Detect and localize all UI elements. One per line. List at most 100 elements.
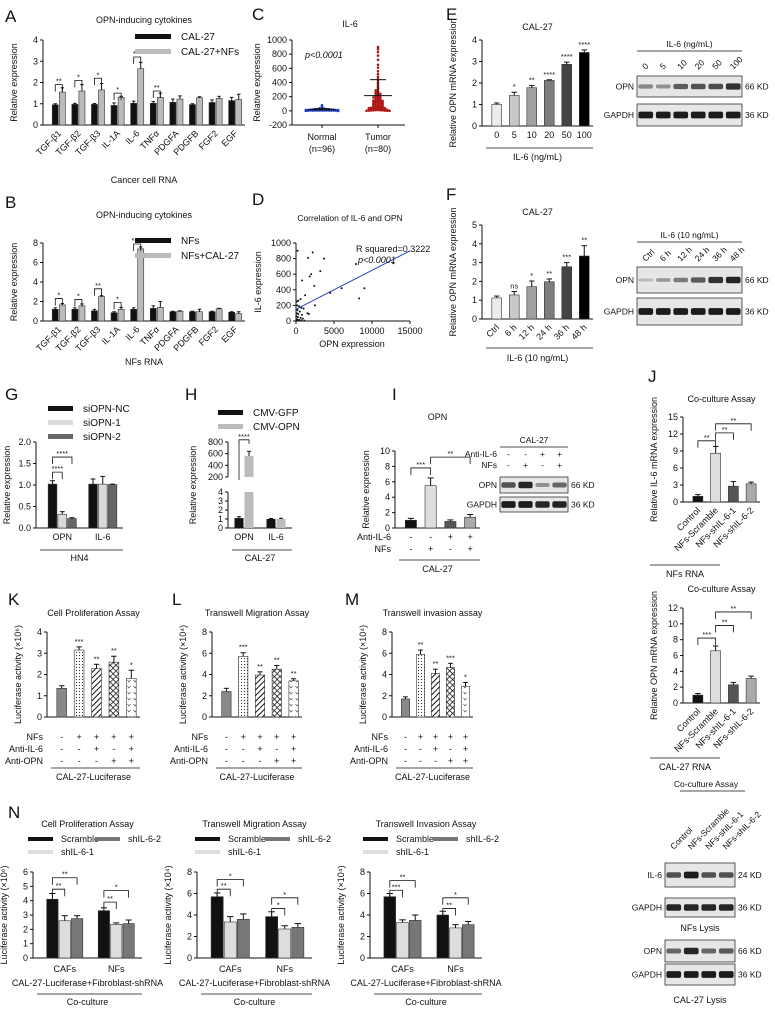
condition-label: NFs	[481, 460, 497, 470]
significance-bracket	[74, 299, 83, 307]
legend-label: siOPN-NC	[83, 404, 130, 415]
bar	[149, 103, 157, 126]
y-tick-label: 8	[673, 635, 678, 645]
significance-bracket	[113, 302, 122, 310]
x-axis-label: Cancer cell RNA	[111, 175, 178, 185]
significance-label: **	[56, 881, 62, 890]
y-axis-label: Luciferase activity (×10⁴)	[178, 625, 188, 724]
y-axis-label: Relative IL-6 mRNA expression	[649, 397, 659, 522]
data-point	[365, 109, 368, 113]
bar	[544, 281, 555, 320]
blot-membrane	[499, 496, 569, 513]
protein-band	[718, 948, 734, 954]
blot-membrane	[499, 476, 569, 494]
y-tick-label: 400	[276, 285, 291, 295]
bar	[108, 661, 120, 718]
y-tick-label: 4	[187, 910, 192, 920]
blot-membrane	[636, 266, 743, 294]
bar	[464, 516, 477, 529]
y-tick-label: 0	[187, 953, 192, 963]
panel-J1: J Co-culture Assay 0 3 6 9 12 15 Relative IL-6 m…	[648, 367, 760, 579]
molecular-weight-label: 66 KD	[738, 946, 762, 956]
legend-label: NFs+CAL-27	[181, 251, 240, 262]
condition-label: NFs	[192, 732, 209, 742]
bar	[544, 80, 555, 127]
condition-value: -	[409, 544, 412, 554]
lane-label: 48 h	[728, 244, 747, 263]
condition-value: -	[507, 460, 510, 470]
condition-value: -	[507, 449, 510, 459]
lane-label: 100	[728, 54, 745, 71]
significance-label: *	[77, 72, 80, 81]
protein-label: OPN	[616, 82, 634, 92]
significance-bracket	[216, 879, 244, 887]
bar	[461, 685, 470, 718]
significance-bracket	[389, 880, 416, 888]
data-point	[299, 316, 302, 319]
significance-label: *	[116, 294, 119, 303]
group-label: Co-culture	[234, 997, 276, 1007]
y-tick-label: 200	[276, 300, 291, 310]
y-tick-label: 3	[37, 648, 42, 658]
chart-title: Co-culture Assay	[687, 584, 756, 594]
legend-swatch	[135, 253, 171, 258]
condition-value: +	[129, 756, 134, 766]
y-tick-label: 2	[218, 505, 223, 515]
y-tick-label: 0	[202, 712, 207, 722]
legend-label: shIL-6-1	[396, 847, 429, 857]
bar	[265, 916, 279, 959]
y-tick-label: 600	[272, 63, 287, 73]
data-point	[302, 307, 305, 310]
panel-N1: N Cell Proliferation Assay 0 1 2 3 4 5 6 Lucifera…	[0, 803, 163, 1007]
significance-label: *	[229, 872, 232, 881]
bar	[56, 688, 67, 718]
data-point	[376, 54, 380, 57]
protein-band	[673, 308, 689, 315]
y-tick-label: 1	[472, 295, 477, 305]
protein-band	[725, 83, 741, 90]
legend-label: CMV-GFP	[253, 408, 299, 419]
x-tick-label: NFs	[277, 964, 294, 974]
significance-bracket	[697, 440, 717, 448]
significance-label: ***	[239, 643, 248, 652]
bar	[117, 308, 125, 322]
protein-band	[518, 481, 533, 489]
condition-value: +	[418, 732, 423, 742]
legend-label: siOPN-1	[83, 418, 121, 429]
significance-label: *	[454, 890, 457, 899]
condition-value: +	[463, 732, 468, 742]
protein-band	[708, 111, 724, 119]
protein-band	[501, 501, 516, 508]
significance-label: **	[446, 901, 452, 910]
x-tick-label: CAFs	[54, 964, 77, 974]
condition-value: +	[448, 756, 453, 766]
legend-swatch	[195, 837, 220, 841]
condition-value: -	[60, 732, 63, 742]
panel-letter: E	[446, 5, 457, 24]
bar	[57, 513, 67, 529]
protein-label: GAPDH	[632, 970, 662, 980]
condition-value: -	[419, 756, 422, 766]
bar	[196, 311, 203, 322]
significance-bracket	[430, 456, 471, 465]
significance-bracket	[389, 889, 403, 898]
significance-label: **	[704, 433, 710, 442]
bar	[215, 98, 223, 126]
y-tick-label: 4	[382, 670, 387, 680]
molecular-weight-label: 66 KD	[571, 480, 595, 490]
y-tick-label: 4	[673, 666, 678, 676]
bar	[110, 105, 118, 126]
y-tick-label: 1000	[271, 238, 291, 248]
condition-value: +	[448, 532, 453, 542]
condition-value: +	[557, 449, 562, 459]
y-tick-label: 15	[668, 412, 678, 422]
protein-label: OPN	[616, 275, 634, 285]
protein-band	[701, 872, 717, 878]
condition-value: -	[95, 756, 98, 766]
y-tick-label: 200	[272, 92, 287, 102]
blot-membrane	[636, 75, 743, 98]
bar	[509, 95, 520, 127]
significance-label: **	[730, 416, 736, 425]
x-tick-label: CAFs	[219, 964, 242, 974]
condition-value: -	[112, 744, 115, 754]
